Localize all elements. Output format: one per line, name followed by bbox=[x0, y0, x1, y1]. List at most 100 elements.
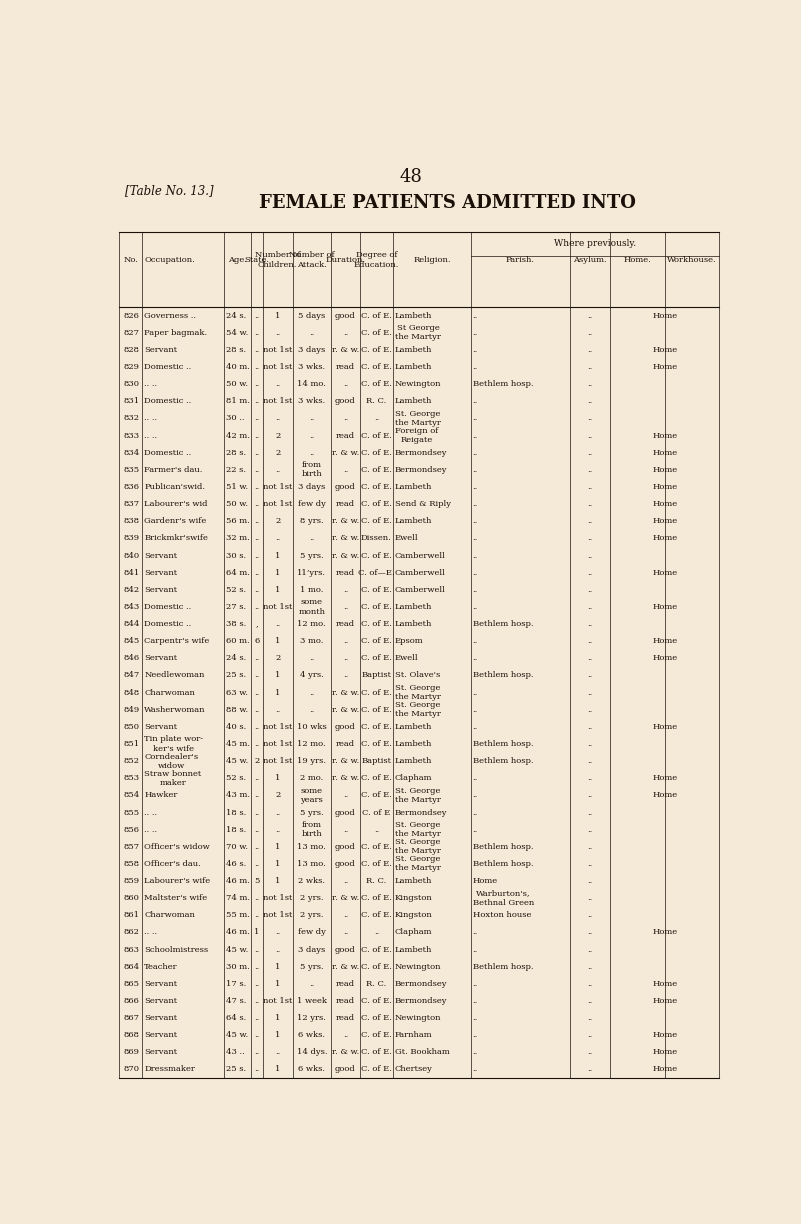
Text: 42 m.: 42 m. bbox=[226, 432, 250, 439]
Text: r. & w.: r. & w. bbox=[332, 535, 359, 542]
Text: 1: 1 bbox=[275, 569, 280, 577]
Text: C. of E.: C. of E. bbox=[361, 381, 392, 388]
Text: 3 days: 3 days bbox=[298, 946, 325, 953]
Text: ..: .. bbox=[473, 501, 478, 508]
Text: 833: 833 bbox=[123, 432, 140, 439]
Text: Number of
Attack.: Number of Attack. bbox=[289, 251, 335, 268]
Text: Corndealer's
widow: Corndealer's widow bbox=[144, 753, 199, 770]
Text: ..: .. bbox=[588, 775, 593, 782]
Text: ..: .. bbox=[473, 980, 478, 988]
Text: 64 s.: 64 s. bbox=[226, 1015, 247, 1022]
Text: ..: .. bbox=[254, 586, 260, 594]
Text: 30 s.: 30 s. bbox=[226, 552, 246, 559]
Text: not 1st: not 1st bbox=[263, 998, 292, 1005]
Text: ..: .. bbox=[343, 672, 348, 679]
Text: ..: .. bbox=[588, 398, 593, 405]
Text: 18 s.: 18 s. bbox=[226, 809, 247, 816]
Text: Camberwell: Camberwell bbox=[395, 552, 446, 559]
Text: ..: .. bbox=[473, 706, 478, 714]
Text: 47 s.: 47 s. bbox=[226, 998, 247, 1005]
Text: Farnham: Farnham bbox=[395, 1031, 433, 1039]
Text: Occupation.: Occupation. bbox=[145, 256, 195, 264]
Text: 1: 1 bbox=[275, 878, 280, 885]
Text: Bermondsey: Bermondsey bbox=[395, 998, 448, 1005]
Text: ..: .. bbox=[588, 1015, 593, 1022]
Text: ..: .. bbox=[374, 826, 379, 834]
Text: r. & w.: r. & w. bbox=[332, 449, 359, 457]
Text: 855: 855 bbox=[123, 809, 140, 816]
Text: ..: .. bbox=[588, 843, 593, 851]
Text: C. of E.: C. of E. bbox=[361, 792, 392, 799]
Text: ..: .. bbox=[343, 603, 348, 611]
Text: Bethlem hosp.: Bethlem hosp. bbox=[473, 758, 533, 765]
Text: ..: .. bbox=[588, 946, 593, 953]
Text: C. of E.: C. of E. bbox=[361, 912, 392, 919]
Text: Servant: Servant bbox=[144, 346, 177, 354]
Text: Number of
Children.: Number of Children. bbox=[255, 251, 300, 268]
Text: 2 yrs.: 2 yrs. bbox=[300, 895, 324, 902]
Text: Servant: Servant bbox=[144, 1031, 177, 1039]
Text: 11’yrs.: 11’yrs. bbox=[297, 569, 326, 577]
Text: ..: .. bbox=[343, 638, 348, 645]
Text: not 1st: not 1st bbox=[263, 346, 292, 354]
Text: 6: 6 bbox=[254, 638, 260, 645]
Text: Bethlem hosp.: Bethlem hosp. bbox=[473, 672, 533, 679]
Text: Home: Home bbox=[652, 501, 678, 508]
Text: Bethlem hosp.: Bethlem hosp. bbox=[473, 621, 533, 628]
Text: good: good bbox=[335, 809, 356, 816]
Text: ..: .. bbox=[254, 672, 260, 679]
Text: Charwoman: Charwoman bbox=[144, 912, 195, 919]
Text: some
month: some month bbox=[298, 599, 325, 616]
Text: C. of E.: C. of E. bbox=[361, 552, 392, 559]
Text: 13 mo.: 13 mo. bbox=[297, 860, 326, 868]
Text: 1 week: 1 week bbox=[297, 998, 327, 1005]
Text: 830: 830 bbox=[124, 381, 140, 388]
Text: 866: 866 bbox=[124, 998, 140, 1005]
Text: 3 wks.: 3 wks. bbox=[298, 364, 325, 371]
Text: 1: 1 bbox=[275, 672, 280, 679]
Text: Home: Home bbox=[652, 518, 678, 525]
Text: Asylum.: Asylum. bbox=[574, 256, 607, 264]
Text: Epsom: Epsom bbox=[395, 638, 424, 645]
Text: ..: .. bbox=[309, 449, 315, 457]
Text: ..: .. bbox=[588, 792, 593, 799]
Text: ..: .. bbox=[588, 826, 593, 834]
Text: C. of E.: C. of E. bbox=[361, 501, 392, 508]
Text: C. of E.: C. of E. bbox=[361, 603, 392, 611]
Text: ..: .. bbox=[254, 980, 260, 988]
Text: ..: .. bbox=[374, 415, 379, 422]
Text: ..: .. bbox=[254, 364, 260, 371]
Text: 834: 834 bbox=[123, 449, 140, 457]
Text: ..: .. bbox=[473, 364, 478, 371]
Text: Clapham: Clapham bbox=[395, 775, 433, 782]
Text: ..: .. bbox=[343, 586, 348, 594]
Text: Lambeth: Lambeth bbox=[395, 312, 433, 319]
Text: St George
the Martyr: St George the Martyr bbox=[395, 324, 441, 341]
Text: ..: .. bbox=[473, 792, 478, 799]
Text: ..: .. bbox=[254, 346, 260, 354]
Text: 28 s.: 28 s. bbox=[226, 346, 246, 354]
Text: ..: .. bbox=[275, 535, 280, 542]
Text: 30 ..: 30 .. bbox=[226, 415, 244, 422]
Text: ..: .. bbox=[588, 638, 593, 645]
Text: 827: 827 bbox=[124, 329, 140, 337]
Text: Home: Home bbox=[652, 775, 678, 782]
Text: Bethlem hosp.: Bethlem hosp. bbox=[473, 860, 533, 868]
Text: ..: .. bbox=[343, 466, 348, 474]
Text: Home: Home bbox=[652, 449, 678, 457]
Text: 2: 2 bbox=[254, 758, 260, 765]
Text: C. of E.: C. of E. bbox=[361, 963, 392, 971]
Text: C. of E.: C. of E. bbox=[361, 946, 392, 953]
Text: 863: 863 bbox=[124, 946, 140, 953]
Text: 45 w.: 45 w. bbox=[226, 758, 248, 765]
Text: not 1st: not 1st bbox=[263, 758, 292, 765]
Text: Lambeth: Lambeth bbox=[395, 723, 433, 731]
Text: 847: 847 bbox=[123, 672, 140, 679]
Text: C. of E.: C. of E. bbox=[361, 689, 392, 696]
Text: 860: 860 bbox=[124, 895, 140, 902]
Text: not 1st: not 1st bbox=[263, 603, 292, 611]
Text: 48: 48 bbox=[399, 168, 422, 186]
Text: ..: .. bbox=[374, 929, 379, 936]
Text: ..: .. bbox=[588, 706, 593, 714]
Text: not 1st: not 1st bbox=[263, 483, 292, 491]
